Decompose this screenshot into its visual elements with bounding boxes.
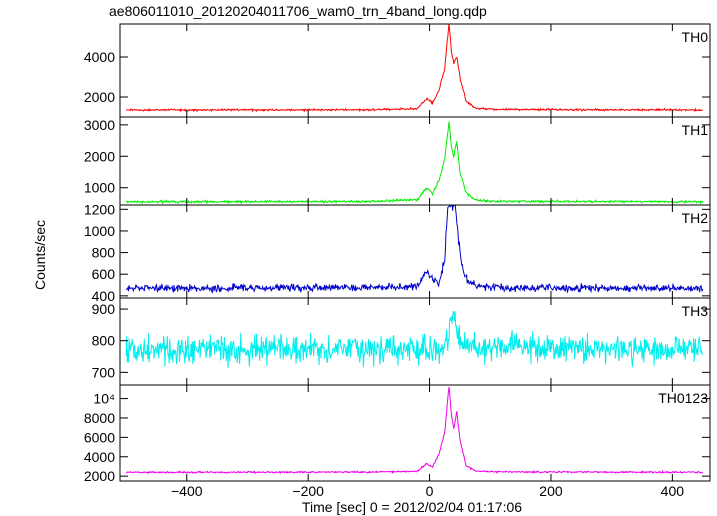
panel-th1: 1000 2000 3000 TH1 xyxy=(84,116,711,206)
y-tick-label: 4000 xyxy=(84,49,115,65)
series-line-th3 xyxy=(125,310,704,369)
x-tick-label: −200 xyxy=(292,483,324,499)
panel-frame xyxy=(119,116,711,206)
y-tick-label: 800 xyxy=(92,245,116,261)
panel-frame xyxy=(119,384,711,482)
y-tick-label: 1200 xyxy=(84,201,115,217)
series-line-th0123 xyxy=(126,386,704,475)
y-tick-label: 2000 xyxy=(84,468,115,484)
y-tick-label: 1000 xyxy=(84,223,115,239)
x-axis-label: Time [sec] 0 = 2012/02/04 01:17:06 xyxy=(302,499,522,515)
series-line-th2 xyxy=(125,205,704,294)
x-tick-label: 400 xyxy=(661,483,685,499)
x-tick-label: −400 xyxy=(171,483,203,499)
series-line-th1 xyxy=(125,121,704,205)
y-axis-label: Counts/sec xyxy=(32,220,48,290)
y-tick-label: 1000 xyxy=(84,180,115,196)
panel-th2: 400 600 800 1000 1200 TH2 xyxy=(84,201,711,304)
panel-label-th3: TH3 xyxy=(682,303,709,319)
y-tick-label: 600 xyxy=(92,266,116,282)
y-tick-label: 10⁴ xyxy=(93,391,115,407)
y-tick-label: 900 xyxy=(92,301,116,317)
panel-label-th0123: TH0123 xyxy=(658,390,708,406)
chart-title: ae806011010_20120204011706_wam0_trn_4ban… xyxy=(109,3,487,19)
panel-label-th0: TH0 xyxy=(682,29,709,45)
y-tick-label: 6000 xyxy=(84,429,115,445)
panel-label-th1: TH1 xyxy=(682,122,709,138)
y-tick-label: 4000 xyxy=(84,449,115,465)
panel-label-th2: TH2 xyxy=(682,210,709,226)
y-tick-label: 700 xyxy=(92,364,116,380)
y-tick-label: 400 xyxy=(92,288,116,304)
x-tick-label: 200 xyxy=(539,483,563,499)
panel-th0: 2000 4000 TH0 xyxy=(84,23,711,118)
panel-th0123: 2000 4000 6000 8000 10⁴ TH0123 xyxy=(84,384,711,484)
y-tick-label: 2000 xyxy=(84,89,115,105)
y-tick-label: 3000 xyxy=(84,117,115,133)
series-line-th0 xyxy=(125,24,703,113)
panel-frame xyxy=(119,23,711,118)
y-tick-label: 2000 xyxy=(84,148,115,164)
y-tick-label: 8000 xyxy=(84,410,115,426)
x-tick-label: 0 xyxy=(426,483,434,499)
y-tick-label: 800 xyxy=(92,333,116,349)
x-axis: −400 −200 0 200 400 xyxy=(171,483,684,499)
panel-th3: 700 800 900 TH3 xyxy=(92,297,711,386)
